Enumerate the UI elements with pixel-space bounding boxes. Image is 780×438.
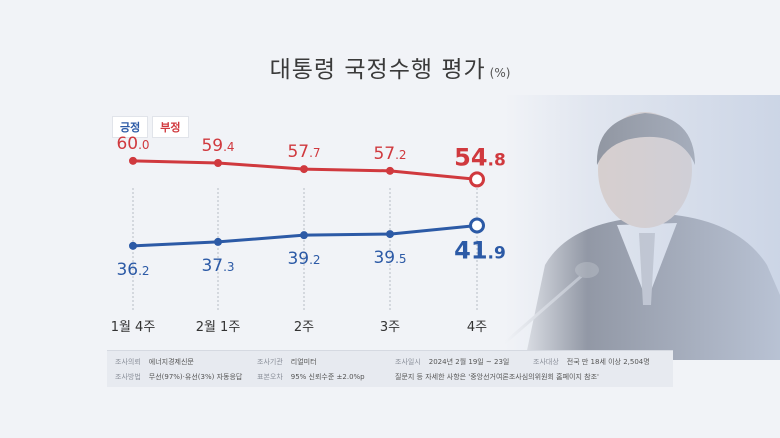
x-tick-label: 1월 4주	[111, 320, 156, 335]
footer-client-label: 조사의뢰	[115, 358, 141, 366]
footer-error: 표본오차 95% 신뢰수준 ±2.0%p	[257, 372, 365, 382]
value-labels: 36.2 37.3 39.2 39.5 41.9 60.0 59.4 57.7 57.2 54.8	[116, 134, 505, 280]
value-label: 37.3	[201, 256, 234, 276]
photo-background	[505, 95, 780, 360]
footer-client-value: 에너지경제신문	[148, 358, 194, 366]
value-label: 36.2	[116, 260, 149, 280]
president-photo	[505, 95, 780, 360]
data-point	[129, 156, 137, 165]
value-label: 54.8	[454, 143, 506, 171]
footer-agency-label: 조사기관	[257, 358, 283, 366]
data-point	[214, 159, 222, 167]
footer-method: 조사방법 무선(97%)·유선(3%) 자동응답	[115, 372, 242, 382]
x-tick-label: 2주	[294, 320, 314, 335]
footer-target-value: 전국 만 18세 이상 2,504명	[566, 358, 650, 366]
chart-legend: 긍정 부정	[112, 116, 189, 138]
value-label: 39.2	[287, 249, 320, 269]
x-axis-labels: 1월 4주 2월 1주 2주 3주 4주	[111, 320, 487, 335]
value-label: 59.4	[201, 136, 234, 156]
footer-target: 조사대상 전국 만 18세 이상 2,504명	[533, 357, 650, 367]
data-point	[300, 165, 308, 174]
guide-lines	[132, 188, 478, 312]
footer-agency-value: 리얼미터	[290, 358, 317, 366]
x-tick-label: 2월 1주	[196, 320, 241, 335]
footer-error-label: 표본오차	[257, 373, 283, 381]
footer-date-value: 2024년 2월 19일 ~ 23일	[428, 358, 510, 366]
data-points	[129, 156, 485, 250]
legend-negative: 부정	[152, 116, 189, 138]
legend-positive: 긍정	[112, 116, 149, 138]
chart-title-unit: (%)	[489, 66, 511, 80]
value-label: 39.5	[373, 248, 406, 268]
value-label: 57.7	[287, 142, 320, 162]
data-point	[300, 231, 308, 240]
data-point	[386, 230, 394, 239]
x-tick-label: 3주	[380, 320, 400, 335]
footer-agency: 조사기관 리얼미터	[257, 357, 317, 367]
data-point	[469, 171, 485, 188]
footer-method-label: 조사방법	[115, 373, 141, 381]
value-label: 57.2	[373, 144, 406, 164]
footer-method-value: 무선(97%)·유선(3%) 자동응답	[148, 373, 243, 381]
footer-note: 질문지 등 자세한 사항은 '중앙선거여론조사심의위원회 홈페이지 참조'	[395, 373, 599, 381]
value-label: 60.0	[116, 134, 149, 154]
x-tick-label: 4주	[467, 320, 487, 335]
data-point	[214, 237, 222, 246]
survey-info-footer: 조사의뢰 에너지경제신문 조사기관 리얼미터 조사일시 2024년 2월 19일 ~ …	[107, 350, 673, 387]
footer-client: 조사의뢰 에너지경제신문	[115, 357, 194, 367]
data-point	[129, 241, 137, 250]
data-point	[469, 217, 485, 234]
chart-title: 대통령 국정수행 평가 (%)	[0, 50, 780, 84]
footer-date: 조사일시 2024년 2월 19일 ~ 23일	[395, 357, 509, 367]
footer-error-value: 95% 신뢰수준 ±2.0%p	[290, 373, 365, 381]
footer-date-label: 조사일시	[395, 358, 421, 366]
value-label: 41.9	[454, 237, 506, 265]
chart-title-text: 대통령 국정수행 평가	[269, 57, 486, 83]
footer-target-label: 조사대상	[533, 358, 559, 366]
data-point	[386, 166, 394, 175]
